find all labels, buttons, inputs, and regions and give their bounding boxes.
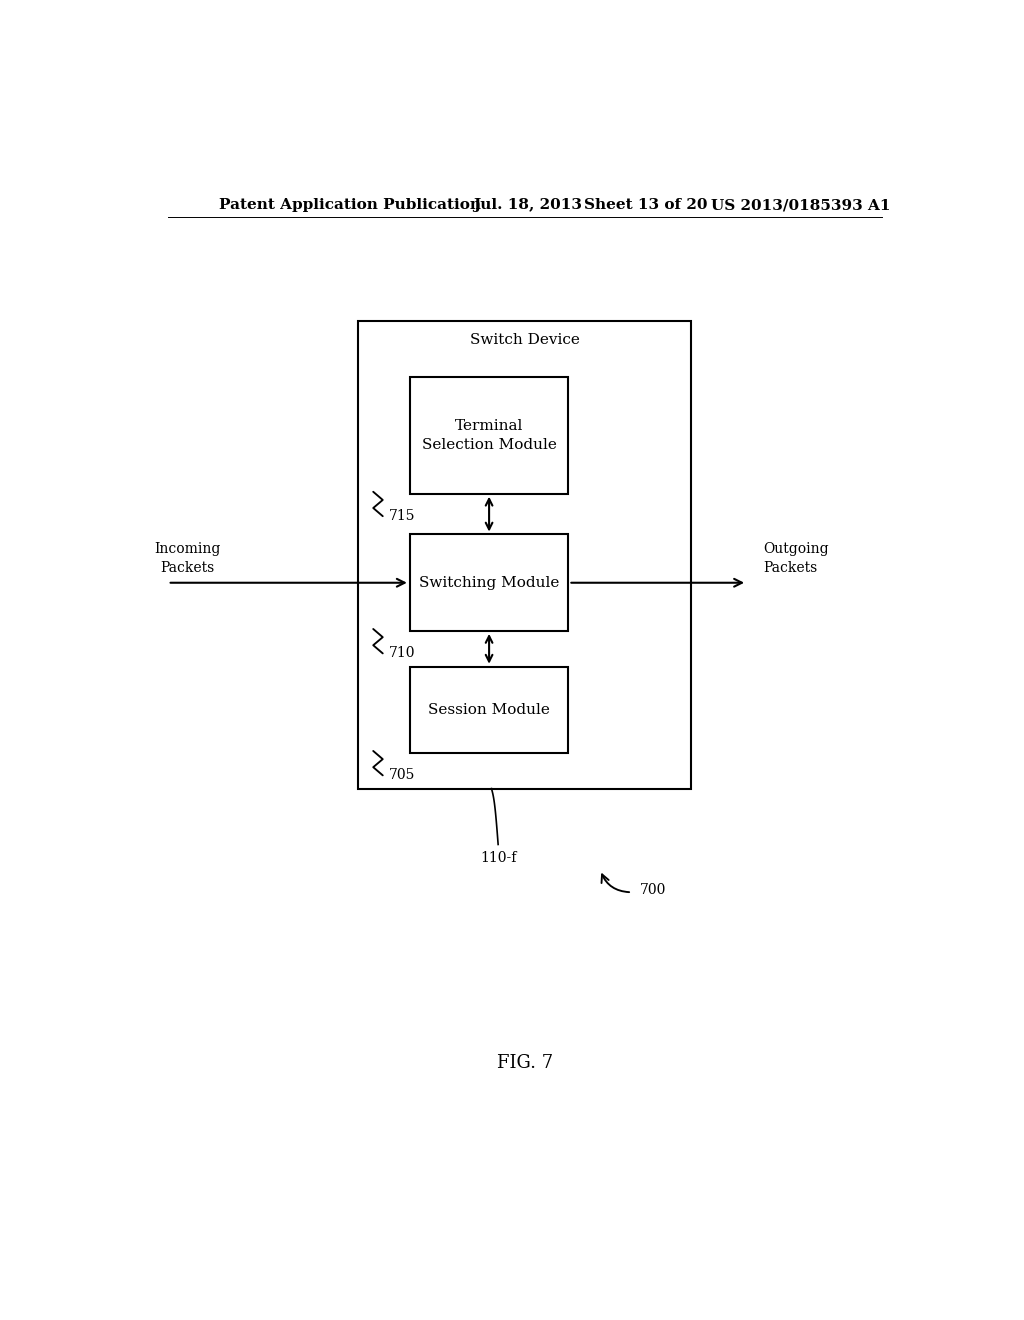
Text: Patent Application Publication: Patent Application Publication xyxy=(219,198,481,213)
Text: Sheet 13 of 20: Sheet 13 of 20 xyxy=(585,198,708,213)
Text: 710: 710 xyxy=(389,647,416,660)
Text: Incoming
Packets: Incoming Packets xyxy=(155,543,221,574)
Text: Terminal
Selection Module: Terminal Selection Module xyxy=(422,418,556,453)
Bar xyxy=(410,378,568,494)
Bar xyxy=(410,535,568,631)
Text: Jul. 18, 2013: Jul. 18, 2013 xyxy=(473,198,583,213)
Text: 705: 705 xyxy=(389,768,416,783)
Text: Session Module: Session Module xyxy=(428,702,550,717)
Text: FIG. 7: FIG. 7 xyxy=(497,1053,553,1072)
Bar xyxy=(358,321,691,788)
Text: Switch Device: Switch Device xyxy=(470,333,580,347)
Text: Outgoing
Packets: Outgoing Packets xyxy=(763,543,828,574)
Text: 110-f: 110-f xyxy=(480,850,516,865)
Text: US 2013/0185393 A1: US 2013/0185393 A1 xyxy=(712,198,891,213)
Text: 700: 700 xyxy=(640,883,667,898)
Text: Switching Module: Switching Module xyxy=(419,576,559,590)
Text: 715: 715 xyxy=(389,510,416,523)
Bar xyxy=(410,667,568,752)
